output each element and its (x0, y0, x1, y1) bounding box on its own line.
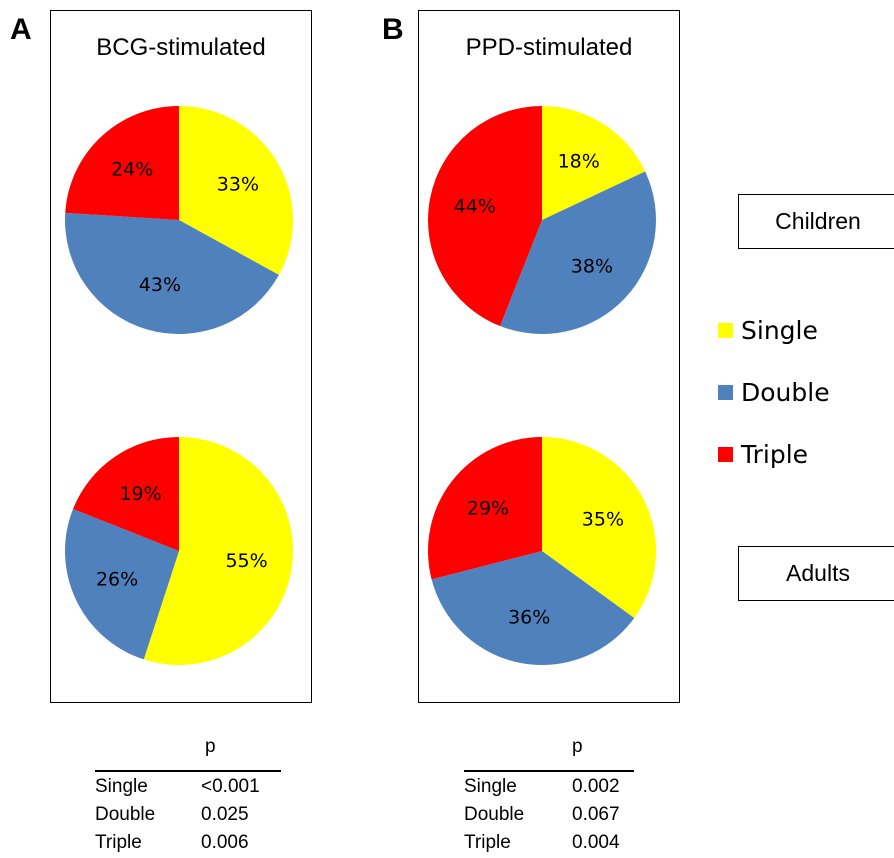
table-row-label: Triple (464, 832, 511, 853)
panel-a-title: BCG-stimulated (96, 34, 266, 61)
table-row-label: Double (95, 804, 156, 825)
legend-swatch-double (718, 384, 733, 400)
pie-slice-single (179, 106, 294, 275)
legend: Single Double Triple (718, 313, 830, 471)
legend-swatch-triple (718, 446, 733, 462)
group-children-box: Children (738, 194, 894, 249)
pie-slice-label: 26% (96, 569, 138, 591)
panel-b-title: PPD-stimulated (465, 34, 633, 61)
table-row-value: 0.004 (572, 832, 620, 853)
pie-slice-label: 44% (454, 196, 496, 218)
pie-slice-triple (428, 106, 542, 326)
pie-slice-double (500, 171, 656, 334)
table-row-label: Single (95, 776, 148, 797)
table-row-value: 0.067 (572, 804, 620, 825)
pie-slice-label: 29% (467, 498, 509, 520)
legend-item-triple: Triple (718, 437, 830, 471)
group-adults-box: Adults (738, 546, 894, 601)
legend-label-double: Double (741, 377, 830, 407)
table-rule (95, 770, 281, 772)
legend-label-single: Single (741, 315, 818, 345)
pie-slice-triple (65, 106, 179, 220)
table-row-value: 0.006 (201, 832, 249, 853)
pie-slice-single (143, 437, 293, 665)
pie-slice-double (65, 509, 179, 660)
table-row-label: Triple (95, 832, 142, 853)
pie-slice-label: 55% (225, 550, 267, 572)
table-row-label: Single (464, 776, 517, 797)
pie-slice-double (431, 551, 635, 666)
table-row-value: 0.025 (201, 804, 249, 825)
legend-item-double: Double (718, 375, 830, 409)
table-rule (464, 770, 634, 772)
pie-slice-label: 43% (139, 274, 181, 296)
panel-b-letter: B (382, 13, 404, 46)
pie-slice-single (542, 106, 646, 220)
pie-slice-triple (73, 437, 179, 551)
table-row-value: <0.001 (201, 776, 260, 797)
pvalue-header: p (572, 736, 583, 757)
pie-slice-single (542, 437, 657, 619)
pie-slice-label: 38% (571, 255, 613, 277)
pie-slice-double (64, 212, 279, 335)
table-row-value: 0.002 (572, 776, 620, 797)
pvalue-table-bcg: p Single <0.001 Double 0.025 Triple 0.00… (95, 736, 285, 856)
pvalue-header: p (205, 736, 216, 757)
pvalue-table-ppd: p Single 0.002 Double 0.067 Triple 0.004 (464, 736, 654, 856)
legend-label-triple: Triple (741, 439, 809, 469)
table-row-label: Double (464, 804, 525, 825)
panel-a-letter: A (10, 13, 32, 46)
pie-slice-label: 19% (119, 483, 161, 505)
pie-slice-label: 24% (111, 159, 153, 181)
pie-slice-label: 33% (217, 174, 259, 196)
pie-slice-label: 35% (582, 508, 624, 530)
pie-slice-label: 18% (558, 151, 600, 173)
legend-item-single: Single (718, 313, 830, 347)
pie-slice-triple (427, 437, 542, 580)
pie-slice-label: 36% (508, 607, 550, 629)
legend-swatch-single (718, 322, 733, 338)
